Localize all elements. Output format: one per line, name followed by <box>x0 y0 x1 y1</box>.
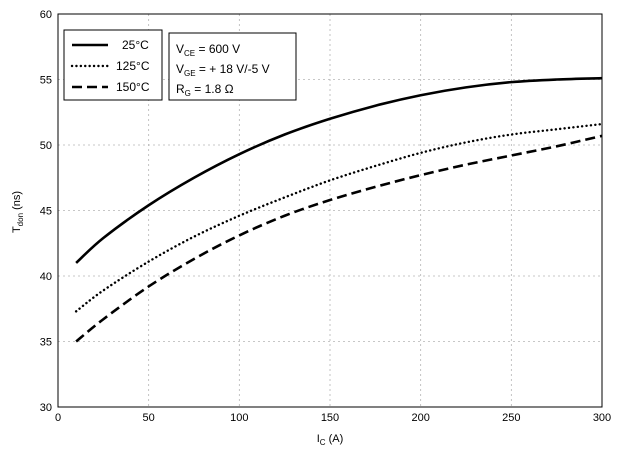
x-tick-label: 200 <box>411 412 429 424</box>
x-axis-title: IC (A) <box>317 433 344 447</box>
series-line-25c <box>75 76 603 264</box>
tick-labels: 0 50 100 150 200 250 300 30 35 40 45 50 55 60 <box>40 9 611 424</box>
condition-vce-main: V <box>176 42 184 56</box>
condition-vge: VGE = + 18 V/-5 V <box>176 62 270 78</box>
series-line-150c <box>75 134 603 343</box>
y-axis-title-sub: don <box>16 213 25 226</box>
conditions-box: VCE = 600 V VGE = + 18 V/-5 V RG = 1.8 Ω <box>168 32 297 101</box>
x-axis-title-sub: C <box>320 438 326 447</box>
condition-vge-value: = + 18 V/-5 V <box>196 62 270 76</box>
legend-label-25c: 25°C <box>122 38 149 52</box>
x-tick-label: 150 <box>321 412 339 424</box>
x-tick-label: 0 <box>55 412 61 424</box>
y-axis-title-unit: (ns) <box>11 191 23 213</box>
y-axis-title-main: T <box>11 226 23 233</box>
x-tick-label: 50 <box>143 412 155 424</box>
x-tick-label: 250 <box>502 412 520 424</box>
y-tick-label: 60 <box>40 9 52 21</box>
condition-vce: VCE = 600 V <box>176 42 240 58</box>
condition-rg-sub: G <box>185 89 191 98</box>
x-axis-title-main: I <box>317 433 320 445</box>
condition-vge-main: V <box>176 62 184 76</box>
series-line-125c <box>74 122 604 313</box>
legend-label-125c: 125°C <box>116 59 150 73</box>
series-lines <box>74 76 604 343</box>
condition-rg: RG = 1.8 Ω <box>176 82 234 98</box>
condition-vge-sub: GE <box>184 69 196 78</box>
condition-vce-value: = 600 V <box>195 42 240 56</box>
y-tick-label: 30 <box>40 402 52 414</box>
legend-label-150c: 150°C <box>116 80 150 94</box>
y-tick-label: 50 <box>40 140 52 152</box>
legend-box: 25°C 125°C 150°C <box>63 29 163 101</box>
x-tick-label: 100 <box>230 412 248 424</box>
plot-frame <box>57 13 603 408</box>
conditions-frame <box>168 32 297 101</box>
y-tick-label: 40 <box>40 271 52 283</box>
condition-rg-value: = 1.8 Ω <box>191 82 234 96</box>
x-axis-title-unit: (A) <box>326 433 344 445</box>
condition-vce-sub: CE <box>184 49 195 58</box>
y-tick-label: 35 <box>40 337 52 349</box>
x-tick-label: 300 <box>593 412 611 424</box>
y-axis-title: Tdon (ns) <box>11 191 25 233</box>
condition-rg-main: R <box>176 82 185 96</box>
y-tick-label: 45 <box>40 206 52 218</box>
y-tick-label: 55 <box>40 75 52 87</box>
